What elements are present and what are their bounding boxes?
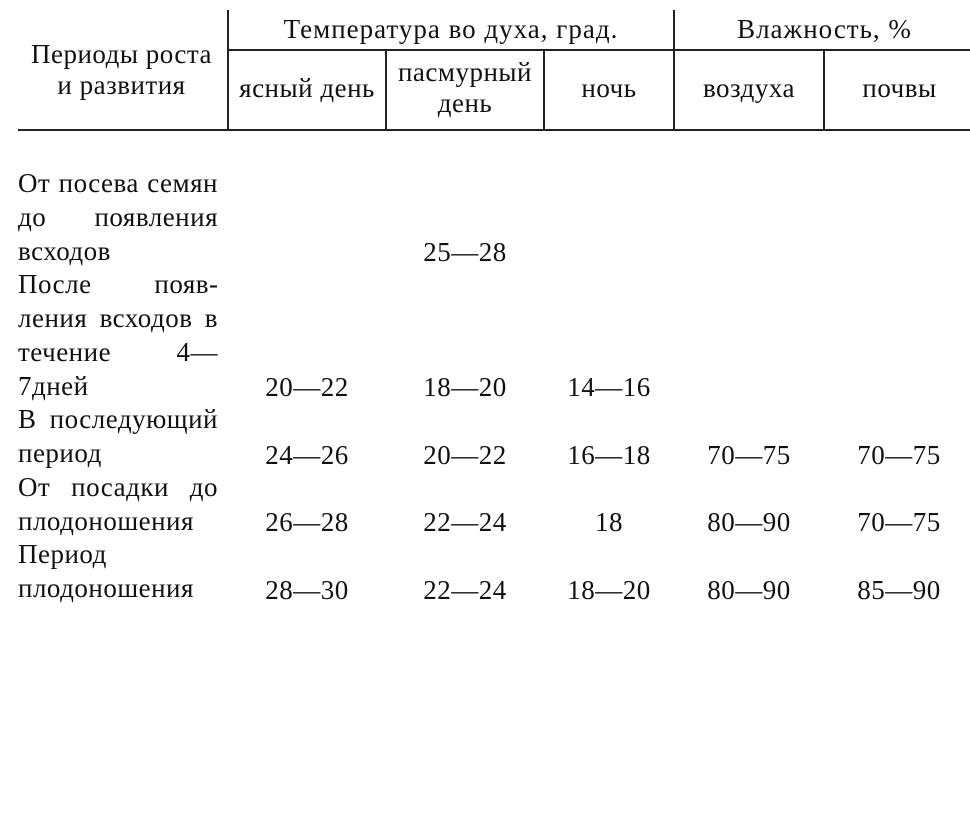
cell-overcast: 25—28 (386, 167, 544, 268)
cell-overcast: 18—20 (386, 268, 544, 403)
cell-clear: 26—28 (228, 471, 386, 539)
cell-hum-air (674, 167, 824, 268)
cell-overcast: 22—24 (386, 538, 544, 606)
cell-clear: 24—26 (228, 403, 386, 471)
col-header-humidity-soil: почвы (824, 50, 970, 130)
table-body: От посева се­мян до появ­ления всхо­дов … (18, 130, 970, 606)
cell-overcast: 22—24 (386, 471, 544, 539)
cell-night: 16—18 (544, 403, 674, 471)
cell-hum-air: 70—75 (674, 403, 824, 471)
table-header: Периоды роста и развития Температура во … (18, 10, 970, 130)
cell-night (544, 167, 674, 268)
col-group-temperature: Температура во духа, град. (228, 10, 674, 50)
cell-overcast: 20—22 (386, 403, 544, 471)
spacer-row (18, 130, 970, 167)
growth-conditions-table: Периоды роста и развития Температура во … (18, 10, 970, 606)
cell-night: 14—16 (544, 268, 674, 403)
cell-clear: 28—30 (228, 538, 386, 606)
cell-clear: 20—22 (228, 268, 386, 403)
cell-hum-soil (824, 167, 970, 268)
cell-period: В последую­щий период (18, 403, 228, 471)
cell-hum-air: 80—90 (674, 471, 824, 539)
cell-period: От посадки до плодоно­шения (18, 471, 228, 539)
cell-hum-air (674, 268, 824, 403)
cell-night: 18 (544, 471, 674, 539)
table-row: Период плодоноше­ния 28—30 22—24 18—20 8… (18, 538, 970, 606)
cell-night: 18—20 (544, 538, 674, 606)
col-header-clear-day: ясный день (228, 50, 386, 130)
cell-hum-soil: 70—75 (824, 471, 970, 539)
scanned-table-page: Периоды роста и развития Температура во … (0, 0, 970, 616)
cell-period: От посева се­мян до появ­ления всхо­дов (18, 167, 228, 268)
col-header-periods: Периоды роста и развития (18, 10, 228, 130)
cell-hum-soil: 70—75 (824, 403, 970, 471)
col-header-night: ночь (544, 50, 674, 130)
col-group-humidity: Влажность, % (674, 10, 970, 50)
table-row: После появ­ления всхо­дов в тече­ние 4—7… (18, 268, 970, 403)
cell-clear (228, 167, 386, 268)
cell-hum-soil: 85—90 (824, 538, 970, 606)
cell-period: Период плодоноше­ния (18, 538, 228, 606)
header-row-groups: Периоды роста и развития Температура во … (18, 10, 970, 50)
cell-hum-air: 80—90 (674, 538, 824, 606)
cell-period: После появ­ления всхо­дов в тече­ние 4—7… (18, 268, 228, 403)
table-row: От посадки до плодоно­шения 26—28 22—24 … (18, 471, 970, 539)
table-row: В последую­щий период 24—26 20—22 16—18 … (18, 403, 970, 471)
col-header-overcast-day: пасмурный день (386, 50, 544, 130)
cell-hum-soil (824, 268, 970, 403)
col-header-humidity-air: воздуха (674, 50, 824, 130)
table-row: От посева се­мян до появ­ления всхо­дов … (18, 167, 970, 268)
